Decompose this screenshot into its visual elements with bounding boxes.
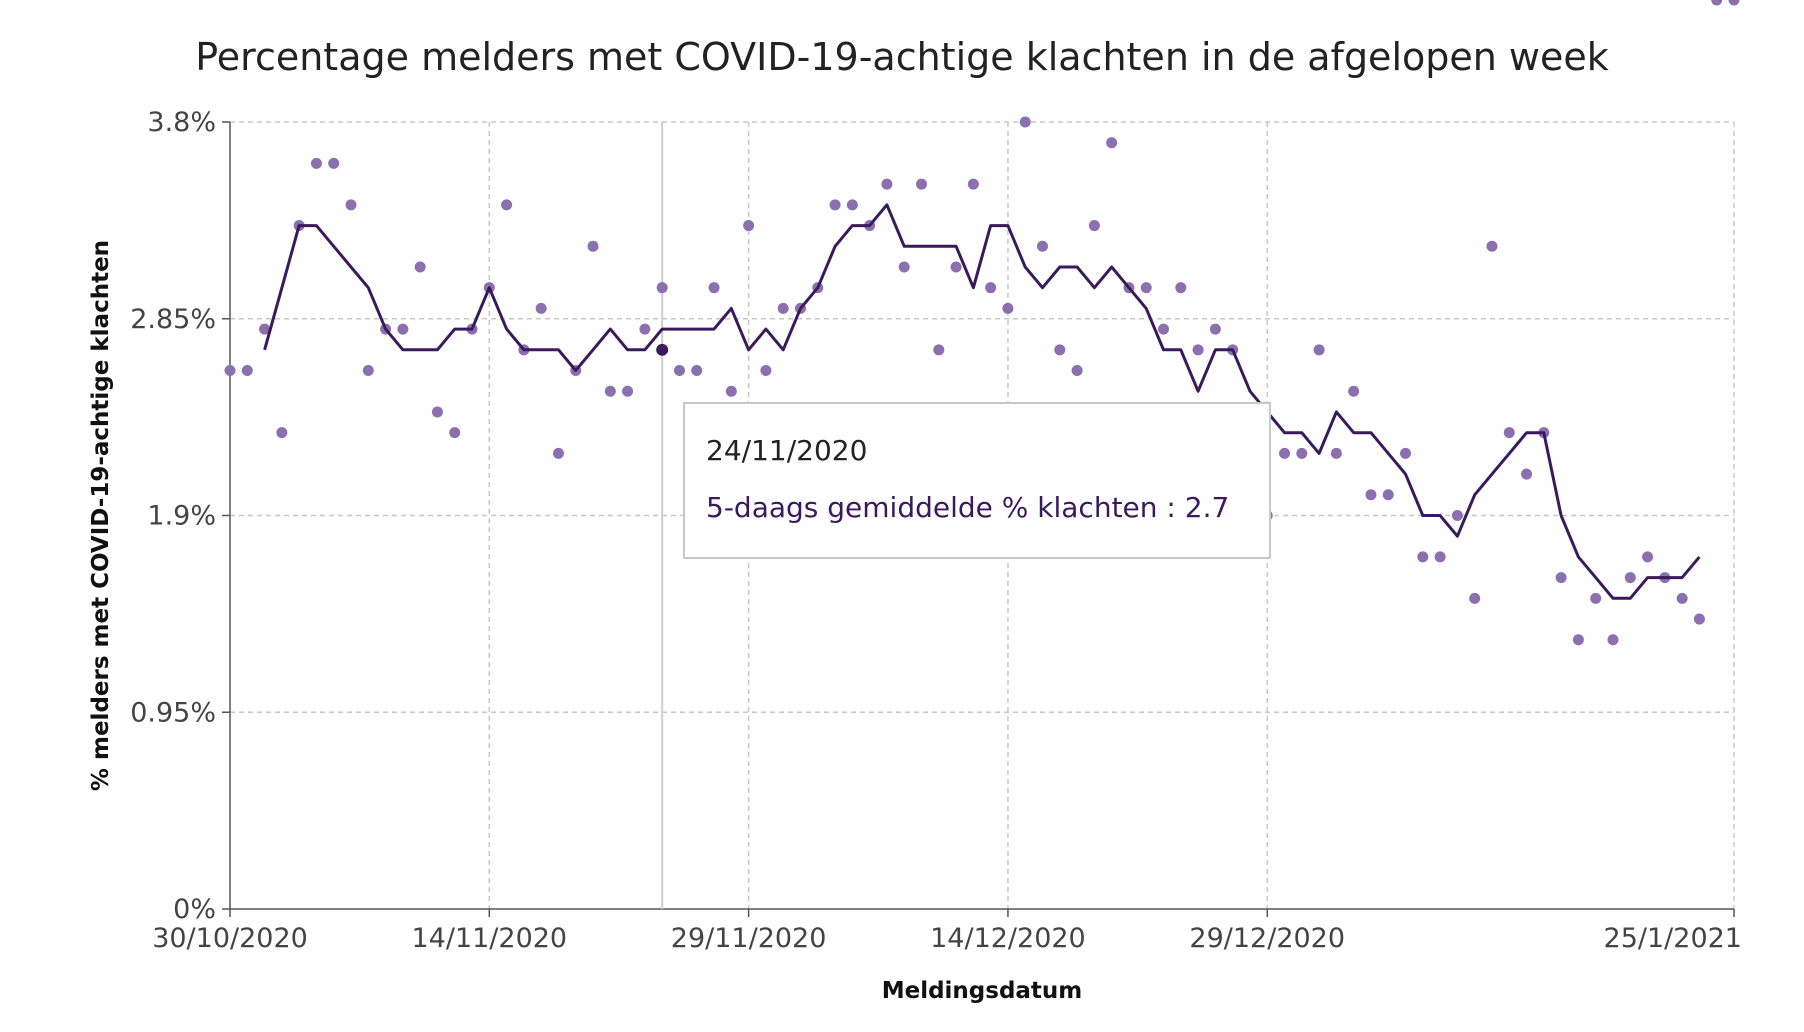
data-point — [916, 179, 927, 190]
y-tick-labels: 0% 0.95% 1.9% 2.85% 3.8% — [130, 107, 230, 925]
data-point — [1072, 365, 1083, 376]
data-point — [1365, 489, 1376, 500]
data-point — [225, 365, 236, 376]
data-point — [605, 386, 616, 397]
data-point — [1417, 551, 1428, 562]
data-point — [536, 303, 547, 314]
data-point — [847, 199, 858, 210]
data-point — [276, 427, 287, 438]
data-point — [1037, 241, 1048, 252]
data-point — [1590, 593, 1601, 604]
data-point — [968, 179, 979, 190]
y-tick-label: 1.9% — [147, 501, 216, 532]
data-point — [1314, 344, 1325, 355]
tooltip-date: 24/11/2020 — [706, 434, 867, 467]
data-point — [1607, 634, 1618, 645]
data-point — [1175, 282, 1186, 293]
data-point — [1141, 282, 1152, 293]
data-point — [1677, 593, 1688, 604]
tooltip-value: 5-daags gemiddelde % klachten : 2.7 — [706, 491, 1229, 524]
data-point — [415, 261, 426, 272]
hover-point[interactable] — [656, 344, 668, 356]
data-point — [397, 324, 408, 335]
x-tick-label: 14/12/2020 — [930, 923, 1086, 954]
data-point — [1020, 117, 1031, 128]
data-point — [985, 282, 996, 293]
x-axis-label: Meldingsdatum — [882, 978, 1083, 1004]
data-point — [1642, 551, 1653, 562]
x-tick-labels: 30/10/2020 14/11/2020 29/11/2020 14/12/2020… — [152, 909, 1742, 954]
data-point — [657, 282, 668, 293]
data-point — [1296, 448, 1307, 459]
data-point — [1089, 220, 1100, 231]
data-point — [432, 406, 443, 417]
data-point — [622, 386, 633, 397]
data-point — [588, 241, 599, 252]
data-point — [1193, 344, 1204, 355]
data-point — [1158, 324, 1169, 335]
chart-title: Percentage melders met COVID-19-achtige … — [195, 35, 1609, 79]
data-point — [1106, 137, 1117, 148]
data-point — [881, 179, 892, 190]
data-point — [830, 199, 841, 210]
x-tick-label: 29/12/2020 — [1189, 923, 1345, 954]
data-point — [778, 303, 789, 314]
data-point — [951, 261, 962, 272]
data-point — [1054, 344, 1065, 355]
data-point — [1486, 241, 1497, 252]
data-point — [1625, 572, 1636, 583]
data-point — [709, 282, 720, 293]
data-point — [1383, 489, 1394, 500]
data-point — [1331, 448, 1342, 459]
data-point — [1504, 427, 1515, 438]
data-point — [1279, 448, 1290, 459]
x-tick-label: 14/11/2020 — [411, 923, 567, 954]
data-point — [1469, 593, 1480, 604]
data-point — [743, 220, 754, 231]
x-tick-label: 25/1/2021 — [1604, 923, 1742, 954]
data-point — [1435, 551, 1446, 562]
data-point — [933, 344, 944, 355]
data-point — [1521, 469, 1532, 480]
y-tick-label: 2.85% — [130, 304, 216, 335]
data-point — [449, 427, 460, 438]
tooltip-box — [684, 403, 1270, 558]
data-point — [242, 365, 253, 376]
data-point — [1711, 0, 1722, 6]
y-tick-label: 3.8% — [147, 107, 216, 138]
data-point — [1694, 614, 1705, 625]
x-tick-label: 30/10/2020 — [152, 923, 308, 954]
data-point — [639, 324, 650, 335]
data-point — [553, 448, 564, 459]
data-point — [328, 158, 339, 169]
data-point — [501, 199, 512, 210]
data-point — [760, 365, 771, 376]
data-point — [1002, 303, 1013, 314]
y-axis-label: % melders met COVID-19-achtige klachten — [88, 240, 114, 791]
data-point — [899, 261, 910, 272]
data-point — [346, 199, 357, 210]
data-point — [691, 365, 702, 376]
tooltip: 24/11/2020 5-daags gemiddelde % klachten… — [684, 403, 1270, 558]
data-point — [674, 365, 685, 376]
y-tick-label: 0.95% — [130, 697, 216, 728]
data-point — [726, 386, 737, 397]
data-point — [311, 158, 322, 169]
data-point — [1210, 324, 1221, 335]
data-point — [1452, 510, 1463, 521]
y-tick-label: 0% — [173, 894, 216, 925]
data-point — [1400, 448, 1411, 459]
data-point — [1573, 634, 1584, 645]
data-point — [1348, 386, 1359, 397]
data-point — [1556, 572, 1567, 583]
x-tick-label: 29/11/2020 — [671, 923, 827, 954]
data-point — [1729, 0, 1740, 6]
data-point — [363, 365, 374, 376]
